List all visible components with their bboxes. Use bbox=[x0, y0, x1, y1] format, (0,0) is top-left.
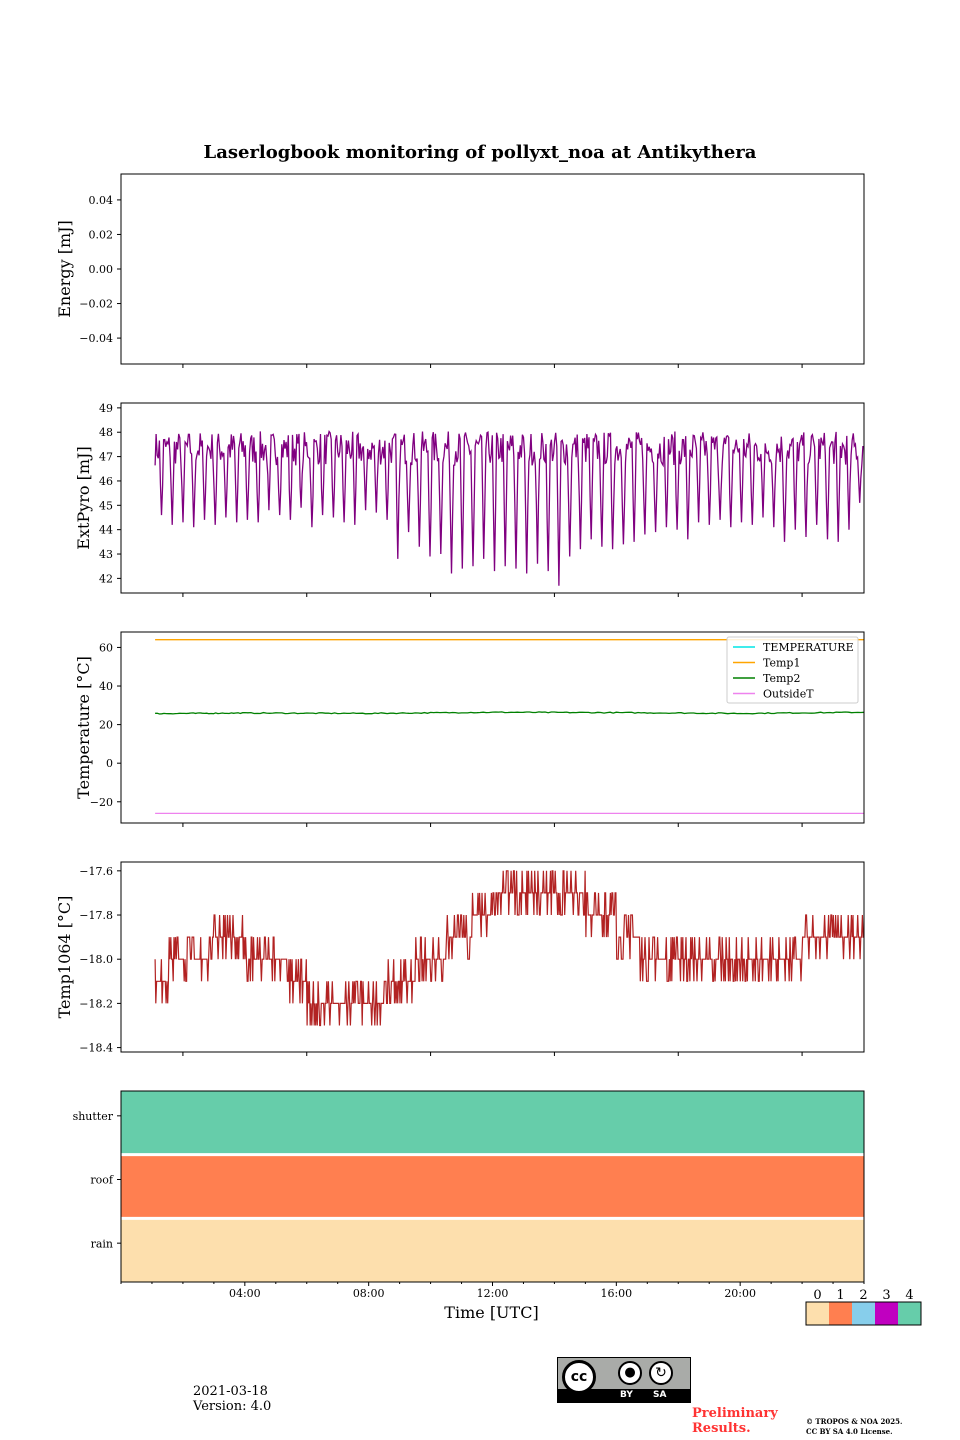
temperature-panel: −20 0 20 40 60 Temperature [°C] TEMPERATURE Tem… bbox=[74, 631, 865, 827]
temp2-line bbox=[155, 711, 865, 715]
y-tick-label: 43 bbox=[99, 548, 113, 561]
y-tick-label: 45 bbox=[99, 499, 113, 512]
version-label: Version: 4.0 bbox=[193, 1399, 272, 1414]
copyright-line1: © TROPOS & NOA 2025. bbox=[806, 1417, 903, 1426]
y-tick-label: 0.02 bbox=[89, 228, 114, 241]
shutter-band bbox=[121, 1091, 864, 1155]
extpyro-line bbox=[154, 430, 864, 586]
by-label: BY bbox=[620, 1390, 633, 1400]
y-tick-label: −20 bbox=[90, 796, 113, 809]
rain-band bbox=[121, 1218, 864, 1282]
roof-band bbox=[121, 1154, 864, 1219]
colorbar-label: 1 bbox=[836, 1288, 844, 1303]
x-tick-label: 12:00 bbox=[477, 1287, 509, 1300]
legend-entry: TEMPERATURE bbox=[763, 641, 854, 654]
colorbar-cell bbox=[806, 1302, 829, 1325]
x-axis-label: Time [UTC] bbox=[444, 1303, 538, 1322]
y-tick-label: 0.00 bbox=[89, 263, 114, 276]
date-label: 2021-03-18 bbox=[193, 1384, 268, 1399]
colorbar-cell bbox=[898, 1302, 921, 1325]
y-tick-label: 0.04 bbox=[89, 194, 114, 207]
share-alike-icon: ↻ bbox=[649, 1361, 673, 1385]
row-label: roof bbox=[90, 1174, 114, 1187]
y-tick-label: −17.8 bbox=[79, 909, 113, 922]
y-tick-label: −18.4 bbox=[79, 1042, 113, 1055]
plot-frame bbox=[120, 861, 865, 1053]
colorbar-label: 3 bbox=[882, 1288, 890, 1303]
legend: TEMPERATURE Temp1 Temp2 OutsideT bbox=[726, 636, 859, 704]
y-tick-label: 49 bbox=[99, 402, 113, 415]
y-tick-label: 48 bbox=[99, 426, 113, 439]
y-tick-label: −18.2 bbox=[79, 997, 113, 1010]
extpyro-panel: 42 43 44 45 46 47 48 49 ExtPyro [mJ] bbox=[74, 402, 865, 597]
y-axis-label: Temp1064 [°C] bbox=[55, 896, 74, 1019]
colorbar-label: 2 bbox=[859, 1288, 867, 1303]
x-tick-label: 16:00 bbox=[600, 1287, 632, 1300]
plot-frame bbox=[120, 173, 865, 365]
temp1064-line bbox=[154, 870, 864, 1027]
y-axis-label: Temperature [°C] bbox=[74, 656, 93, 799]
y-tick-label: 0 bbox=[106, 757, 113, 770]
cc-license-badge: cc ● ↻ BY SA bbox=[557, 1357, 691, 1403]
y-tick-label: 60 bbox=[99, 641, 113, 654]
legend-box bbox=[726, 636, 859, 704]
x-tick-label: 20:00 bbox=[724, 1287, 756, 1300]
colorbar-cell bbox=[852, 1302, 875, 1325]
row-label: rain bbox=[91, 1237, 113, 1250]
y-tick-label: −0.02 bbox=[79, 298, 113, 311]
colorbar-label: 0 bbox=[813, 1288, 821, 1303]
copyright-line2: CC BY SA 4.0 License. bbox=[806, 1427, 893, 1436]
y-axis-label: ExtPyro [mJ] bbox=[74, 446, 93, 549]
colorbar-frame bbox=[805, 1301, 922, 1326]
figure-title: Laserlogbook monitoring of pollyxt_noa a… bbox=[204, 142, 757, 163]
legend-entry: Temp2 bbox=[763, 672, 800, 685]
legend-entry: OutsideT bbox=[763, 688, 814, 701]
temp1064-panel: −18.4 −18.2 −18.0 −17.8 −17.6 Temp1064 [°C] bbox=[55, 861, 865, 1056]
y-tick-label: −17.6 bbox=[79, 865, 113, 878]
y-tick-label: 46 bbox=[99, 475, 113, 488]
y-tick-label: −0.04 bbox=[79, 332, 113, 345]
colorbar-cell bbox=[875, 1302, 898, 1325]
row-label: shutter bbox=[73, 1110, 114, 1123]
plot-frame bbox=[120, 402, 865, 594]
y-tick-label: −18.0 bbox=[79, 953, 113, 966]
energy-panel: −0.04 −0.02 0.00 0.02 0.04 Energy [mJ] bbox=[55, 173, 865, 368]
preliminary-label-line1: Preliminary bbox=[692, 1406, 778, 1421]
y-tick-label: 44 bbox=[99, 524, 113, 537]
plot-frame bbox=[120, 631, 865, 824]
y-tick-label: 47 bbox=[99, 451, 113, 464]
preliminary-label-line2: Results. bbox=[692, 1421, 751, 1436]
y-tick-label: 20 bbox=[99, 719, 113, 732]
y-axis-label: Energy [mJ] bbox=[55, 220, 74, 318]
person-icon: ● bbox=[618, 1361, 642, 1385]
colorbar-label: 4 bbox=[905, 1288, 913, 1303]
sa-label: SA bbox=[653, 1390, 667, 1400]
cc-icon: cc bbox=[562, 1360, 596, 1394]
colorbar-cell bbox=[829, 1302, 852, 1325]
legend-entry: Temp1 bbox=[763, 657, 800, 670]
x-tick-label: 08:00 bbox=[353, 1287, 385, 1300]
x-tick-label: 04:00 bbox=[229, 1287, 261, 1300]
y-tick-label: 40 bbox=[99, 680, 113, 693]
status-panel: shutter roof rain 04:00 08:00 12:00 16:00 20:00… bbox=[73, 1090, 865, 1322]
y-tick-label: 42 bbox=[99, 572, 113, 585]
